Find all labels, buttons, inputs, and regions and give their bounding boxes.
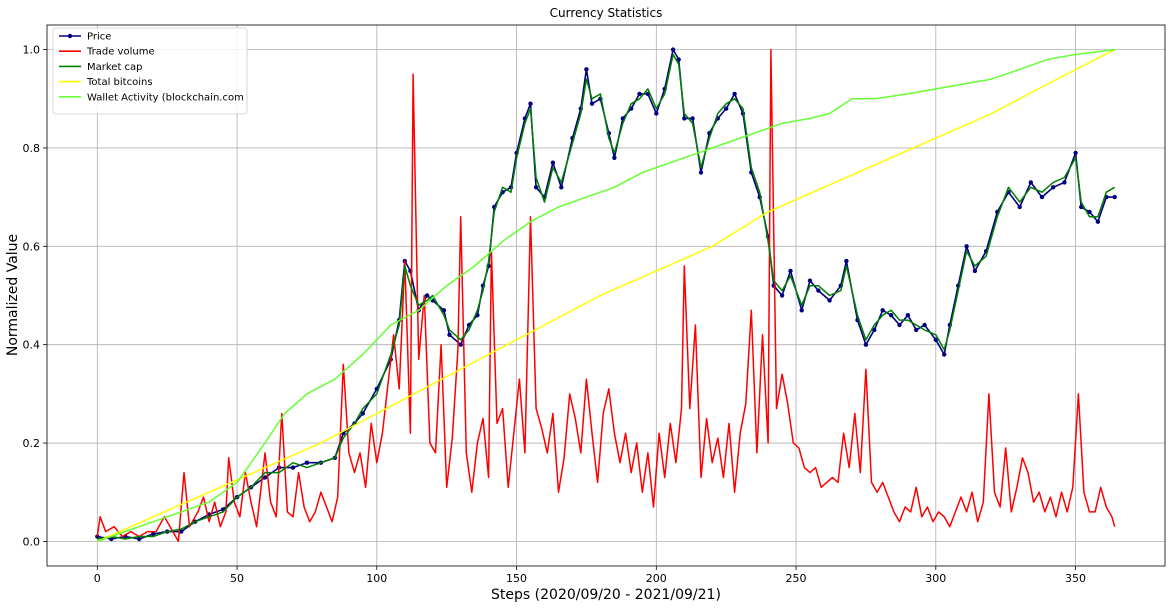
x-tick-label-2: 100 bbox=[366, 572, 387, 585]
x-tick-label-6: 300 bbox=[925, 572, 946, 585]
y-tick-label-2: 0.4 bbox=[23, 339, 41, 352]
legend-label-wallet-activity-blockchain-com: Wallet Activity (blockchain.com bbox=[87, 92, 244, 103]
series-line-market-cap bbox=[97, 53, 1116, 540]
price-point-48 bbox=[584, 67, 589, 72]
y-tick-label-5: 1.0 bbox=[23, 44, 41, 57]
price-point-106 bbox=[1087, 209, 1092, 215]
price-point-27 bbox=[424, 293, 430, 298]
series-wallet-activity-blockchain-com bbox=[97, 48, 1115, 543]
price-point-30 bbox=[447, 332, 452, 337]
price-point-107 bbox=[1095, 219, 1101, 224]
y-tick-label-0: 0.0 bbox=[23, 535, 41, 548]
price-point-89 bbox=[922, 322, 927, 328]
legend: Price Trade volume Market cap Total bitcoin… bbox=[52, 27, 248, 115]
chart-title: Currency Statistics bbox=[550, 6, 663, 20]
price-point-99 bbox=[1017, 204, 1022, 210]
y-axis-label: Normalized Value bbox=[5, 234, 21, 356]
price-point-105 bbox=[1079, 204, 1084, 210]
price-point-31 bbox=[458, 342, 463, 347]
price-point-84 bbox=[880, 308, 885, 313]
x-tick-label-0: 0 bbox=[94, 572, 101, 585]
price-point-42 bbox=[533, 185, 539, 190]
series-layer bbox=[95, 47, 1117, 543]
price-point-3 bbox=[137, 536, 142, 542]
price-point-14 bbox=[290, 465, 296, 470]
grid-lines bbox=[47, 25, 1165, 566]
legend-box bbox=[52, 27, 248, 115]
price-point-61 bbox=[682, 116, 687, 121]
price-point-85 bbox=[888, 313, 894, 318]
series-line-wallet-activity-blockchain-com bbox=[97, 48, 1115, 543]
series-line-trade-volume bbox=[96, 48, 1116, 543]
price-point-55 bbox=[637, 91, 642, 97]
price-point-109 bbox=[1112, 194, 1117, 200]
y-tick-label-4: 0.8 bbox=[23, 142, 41, 155]
price-point-15 bbox=[304, 460, 310, 465]
price-point-41 bbox=[528, 101, 533, 106]
price-point-1 bbox=[109, 536, 114, 542]
price-point-102 bbox=[1051, 185, 1056, 190]
price-point-77 bbox=[816, 288, 821, 293]
price-point-91 bbox=[942, 352, 947, 357]
price-point-4 bbox=[151, 531, 156, 537]
series-line-total-bitcoins bbox=[96, 48, 1116, 543]
price-point-63 bbox=[698, 170, 704, 175]
y-tick-label-1: 0.2 bbox=[23, 437, 41, 450]
x-tick-label-3: 150 bbox=[506, 572, 527, 585]
price-point-86 bbox=[897, 322, 902, 328]
price-point-73 bbox=[779, 293, 785, 298]
price-point-76 bbox=[807, 278, 813, 283]
price-point-20 bbox=[360, 411, 365, 416]
price-point-59 bbox=[670, 47, 676, 52]
price-point-67 bbox=[732, 91, 737, 97]
axis-ticks: 0 50 100 150 200 250 300 350 0.0 0.2 0.4 0.6 0.8 1.0 bbox=[23, 44, 1087, 585]
legend-marker-price bbox=[67, 33, 73, 39]
price-point-29 bbox=[441, 308, 447, 313]
price-point-62 bbox=[690, 116, 695, 121]
price-point-57 bbox=[654, 111, 659, 116]
x-tick-label-5: 250 bbox=[786, 572, 807, 585]
price-point-6 bbox=[179, 529, 184, 534]
x-tick-label-7: 350 bbox=[1065, 572, 1086, 585]
price-point-66 bbox=[724, 106, 729, 111]
price-point-83 bbox=[872, 327, 877, 333]
plot-frame bbox=[46, 24, 1166, 567]
x-axis-label: Steps (2020/09/20 - 2021/09/21) bbox=[491, 587, 721, 603]
price-point-44 bbox=[550, 160, 556, 165]
price-point-88 bbox=[914, 327, 919, 333]
price-point-60 bbox=[676, 57, 681, 62]
y-tick-label-3: 0.6 bbox=[23, 240, 41, 253]
series-market-cap bbox=[97, 53, 1116, 540]
price-point-95 bbox=[972, 268, 978, 274]
price-point-75 bbox=[799, 308, 804, 313]
legend-label-price: Price bbox=[87, 32, 111, 43]
price-point-52 bbox=[612, 155, 617, 160]
price-point-103 bbox=[1062, 180, 1067, 185]
legend-label-total-bitcoins: Total bitcoins bbox=[86, 77, 153, 88]
price-point-82 bbox=[863, 342, 869, 347]
legend-label-market-cap: Market cap bbox=[87, 62, 143, 73]
price-point-49 bbox=[589, 101, 595, 106]
x-tick-label-1: 50 bbox=[230, 572, 244, 585]
price-point-87 bbox=[905, 313, 911, 318]
price-point-74 bbox=[788, 268, 793, 274]
price-point-12 bbox=[262, 475, 268, 480]
price-point-104 bbox=[1073, 150, 1078, 156]
series-trade-volume bbox=[96, 48, 1116, 543]
legend-label-trade-volume: Trade volume bbox=[86, 47, 155, 58]
price-point-80 bbox=[844, 258, 849, 264]
price-point-45 bbox=[559, 185, 564, 190]
price-point-94 bbox=[964, 244, 969, 249]
price-point-90 bbox=[933, 337, 938, 342]
price-point-101 bbox=[1039, 194, 1045, 200]
price-point-100 bbox=[1028, 180, 1034, 185]
price-point-78 bbox=[827, 298, 832, 303]
x-tick-label-4: 200 bbox=[646, 572, 667, 585]
series-total-bitcoins bbox=[96, 48, 1116, 543]
